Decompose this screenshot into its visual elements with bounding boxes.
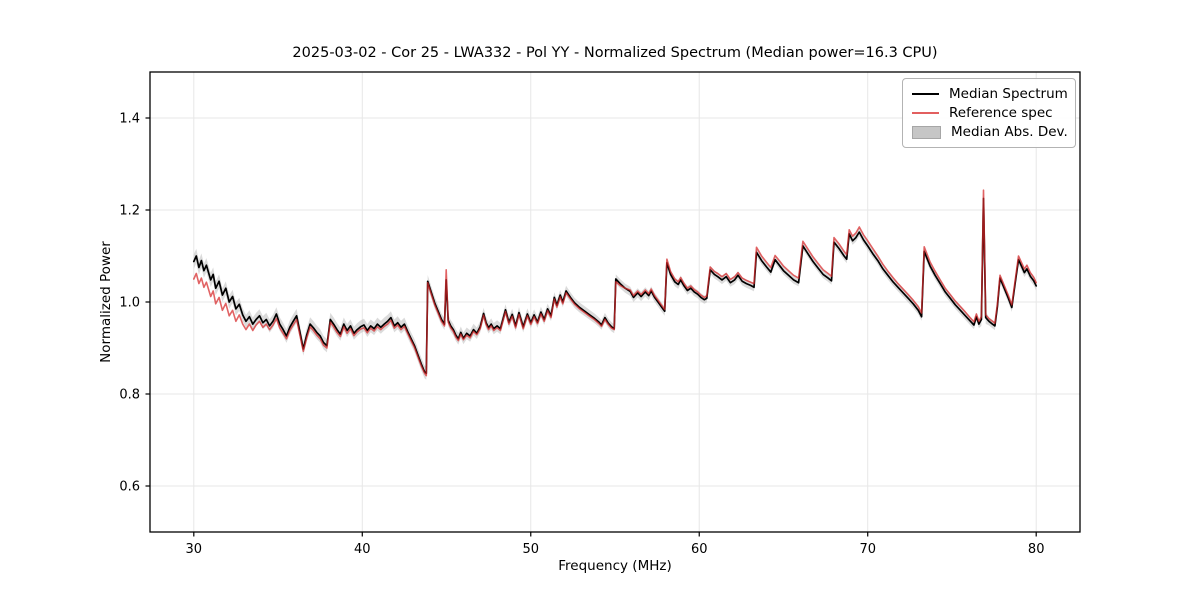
y-axis-label: Normalized Power (98, 241, 114, 363)
median-abs-dev-patch-swatch (912, 125, 941, 139)
legend: Median Spectrum Reference spec Median Ab… (902, 78, 1076, 148)
x-tick-label: 50 (522, 542, 539, 557)
x-axis-label: Frequency (MHz) (558, 558, 672, 574)
y-tick-label: 1.2 (119, 204, 140, 219)
y-tick-label: 1.0 (119, 296, 140, 311)
y-tick-label: 0.6 (119, 480, 140, 495)
legend-item-median-spectrum: Median Spectrum (912, 85, 1068, 102)
legend-item-median-abs-dev: Median Abs. Dev. (912, 124, 1068, 141)
tick-marks (145, 117, 1037, 537)
x-tick-label: 70 (859, 542, 876, 557)
y-tick-label: 1.4 (119, 112, 140, 127)
reference-spec-line-swatch (912, 111, 939, 114)
legend-item-reference-spec: Reference spec (912, 105, 1066, 121)
y-tick-label: 0.8 (119, 388, 140, 403)
legend-label: Reference spec (949, 104, 1053, 121)
legend-label: Median Abs. Dev. (951, 124, 1068, 141)
reference-spec-line (193, 189, 1037, 377)
median-spectrum-line (192, 197, 1038, 375)
chart-title: 2025-03-02 - Cor 25 - LWA332 - Pol YY - … (292, 45, 938, 61)
x-tick-label: 80 (1028, 542, 1045, 557)
tick-labels: 30 40 50 60 70 80 0.6 0.8 1.0 1.2 1.4 (119, 112, 1044, 558)
x-tick-label: 30 (186, 542, 203, 557)
legend-label: Median Spectrum (949, 85, 1068, 102)
median-spectrum-line-swatch (912, 92, 939, 95)
x-tick-label: 60 (691, 542, 708, 557)
x-tick-label: 40 (354, 542, 371, 557)
